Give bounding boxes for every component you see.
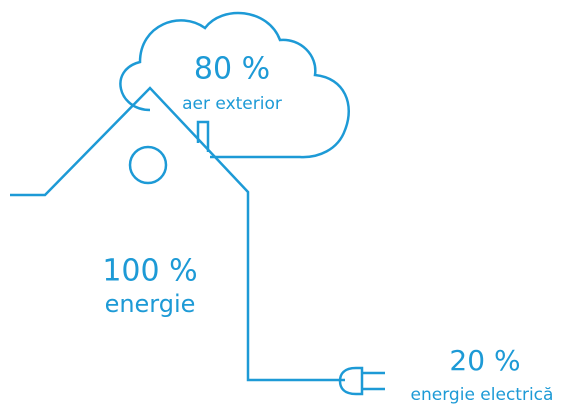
plug-value: 20 % bbox=[449, 344, 520, 377]
chimney bbox=[196, 120, 210, 152]
plug-label: energie electrică bbox=[411, 385, 554, 405]
house-value: 100 % bbox=[102, 254, 197, 289]
cloud-label: aer exterior bbox=[182, 94, 282, 114]
house-outline bbox=[10, 86, 345, 382]
house-label: energie bbox=[105, 290, 196, 318]
cloud-value: 80 % bbox=[194, 52, 270, 87]
window bbox=[128, 145, 168, 185]
plug bbox=[338, 366, 385, 396]
cloud bbox=[119, 11, 350, 159]
